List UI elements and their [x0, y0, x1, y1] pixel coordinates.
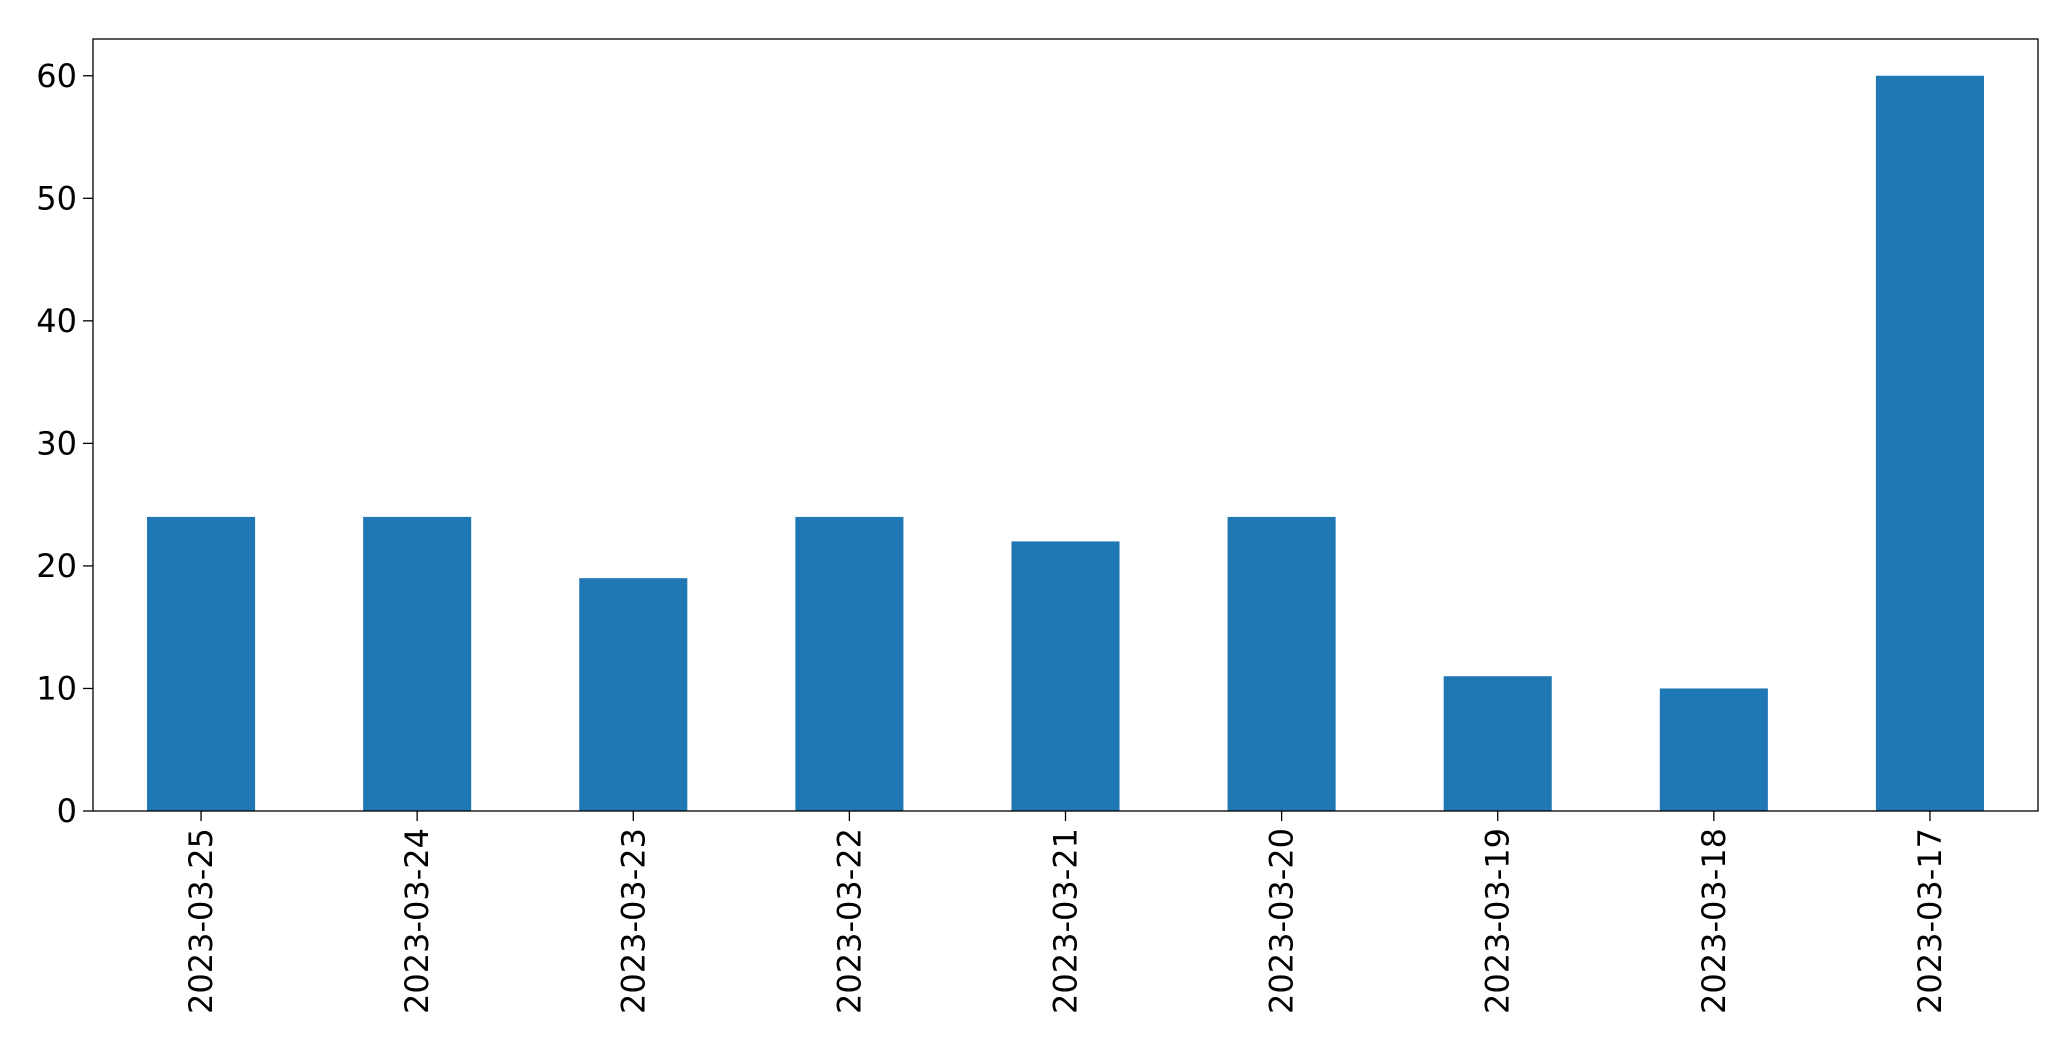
x-tick-label: 2023-03-23 [614, 828, 652, 1014]
x-axis: 2023-03-25 2023-03-24 2023-03-23 2023-03-22… [182, 811, 1949, 1014]
y-tick-label: 0 [57, 792, 77, 830]
bar-2023-03-23 [579, 578, 688, 811]
y-tick-label: 30 [36, 424, 77, 462]
y-tick-label: 10 [36, 669, 77, 707]
x-tick-label: 2023-03-20 [1263, 828, 1301, 1014]
x-tick-label: 2023-03-19 [1479, 828, 1517, 1014]
plot-frame [92, 38, 2039, 812]
bar-2023-03-20 [1227, 516, 1336, 811]
y-tick-label: 50 [36, 179, 77, 217]
bars-group [147, 75, 1984, 811]
y-tick-label: 40 [36, 302, 77, 340]
y-axis: 0 10 20 30 40 50 60 [36, 57, 93, 830]
x-tick-label: 2023-03-17 [1911, 828, 1949, 1014]
bar-2023-03-17 [1875, 75, 1984, 811]
x-tick-label: 2023-03-21 [1047, 828, 1085, 1014]
bar-2023-03-21 [1011, 541, 1120, 811]
bar-2023-03-22 [795, 516, 904, 811]
bar-2023-03-18 [1659, 688, 1768, 811]
x-tick-label: 2023-03-25 [182, 828, 220, 1014]
y-tick-label: 20 [36, 547, 77, 585]
y-tick-label: 60 [36, 57, 77, 95]
bar-2023-03-19 [1443, 676, 1552, 811]
bar-2023-03-25 [147, 516, 256, 811]
x-tick-label: 2023-03-18 [1695, 828, 1733, 1014]
bar-2023-03-24 [363, 516, 472, 811]
x-tick-label: 2023-03-24 [398, 828, 436, 1014]
x-tick-label: 2023-03-22 [830, 828, 868, 1014]
